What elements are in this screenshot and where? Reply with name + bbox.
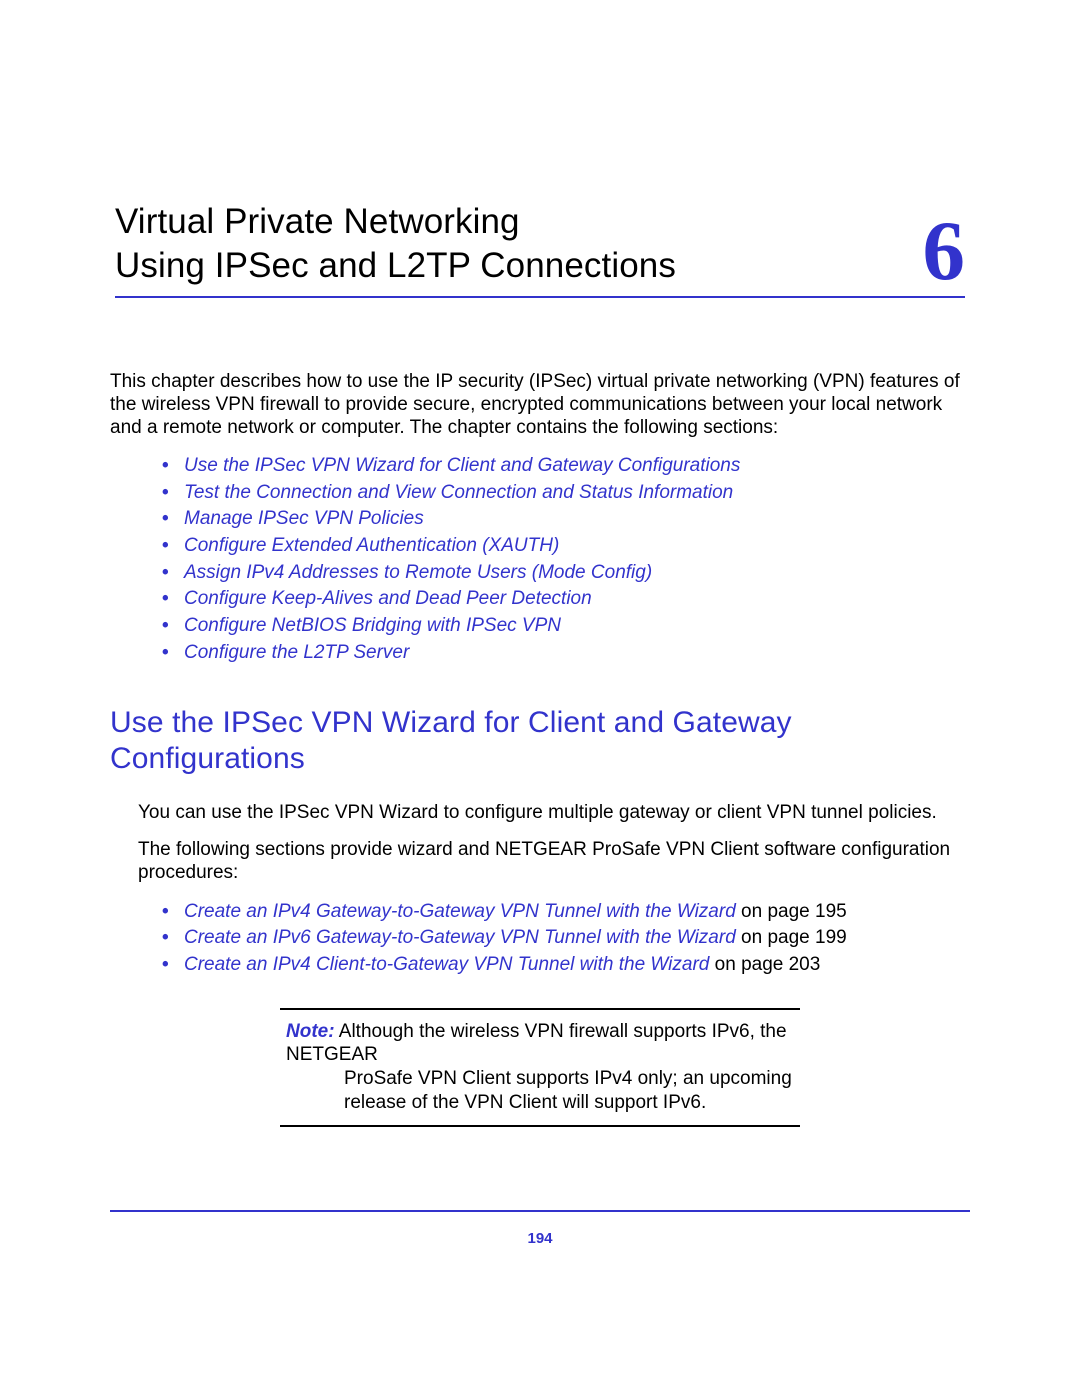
- toc-link[interactable]: Configure Keep-Alives and Dead Peer Dete…: [184, 588, 592, 609]
- wizard-link[interactable]: Create an IPv6 Gateway-to-Gateway VPN Tu…: [184, 927, 736, 948]
- body-region: This chapter describes how to use the IP…: [0, 370, 1080, 1127]
- section-paragraph-2: The following sections provide wizard an…: [138, 838, 970, 884]
- note-label: Note:: [286, 1021, 335, 1042]
- list-item: Configure Extended Authentication (XAUTH…: [162, 533, 970, 559]
- note-text-1: Although the wireless VPN firewall suppo…: [286, 1021, 787, 1066]
- section-heading: Use the IPSec VPN Wizard for Client and …: [110, 705, 970, 777]
- list-item: Create an IPv4 Client-to-Gateway VPN Tun…: [162, 952, 970, 978]
- page: Virtual Private Networking Using IPSec a…: [0, 0, 1080, 1397]
- note-first-line: Note: Although the wireless VPN firewall…: [286, 1020, 794, 1068]
- wizard-list: Create an IPv4 Gateway-to-Gateway VPN Tu…: [162, 899, 970, 978]
- chapter-title-text: Virtual Private Networking Using IPSec a…: [115, 200, 923, 288]
- page-ref: on page 195: [736, 901, 847, 922]
- note-text-rest: ProSafe VPN Client supports IPv4 only; a…: [344, 1067, 794, 1115]
- chapter-number: 6: [923, 215, 966, 287]
- chapter-header: Virtual Private Networking Using IPSec a…: [0, 0, 1080, 298]
- toc-link[interactable]: Configure Extended Authentication (XAUTH…: [184, 535, 559, 556]
- list-item: Configure the L2TP Server: [162, 640, 970, 666]
- toc-list: Use the IPSec VPN Wizard for Client and …: [162, 453, 970, 665]
- section-paragraph-1: You can use the IPSec VPN Wizard to conf…: [138, 801, 970, 824]
- list-item: Assign IPv4 Addresses to Remote Users (M…: [162, 560, 970, 586]
- list-item: Configure Keep-Alives and Dead Peer Dete…: [162, 586, 970, 612]
- list-item: Create an IPv6 Gateway-to-Gateway VPN Tu…: [162, 925, 970, 951]
- toc-link[interactable]: Use the IPSec VPN Wizard for Client and …: [184, 455, 740, 476]
- toc-link[interactable]: Configure NetBIOS Bridging with IPSec VP…: [184, 615, 561, 636]
- page-ref: on page 203: [709, 954, 820, 975]
- toc-link[interactable]: Manage IPSec VPN Policies: [184, 508, 424, 529]
- note-box: Note: Although the wireless VPN firewall…: [280, 1008, 800, 1127]
- chapter-title-line2: Using IPSec and L2TP Connections: [115, 244, 883, 288]
- list-item: Configure NetBIOS Bridging with IPSec VP…: [162, 613, 970, 639]
- toc-link[interactable]: Configure the L2TP Server: [184, 642, 409, 663]
- list-item: Test the Connection and View Connection …: [162, 480, 970, 506]
- list-item: Use the IPSec VPN Wizard for Client and …: [162, 453, 970, 479]
- chapter-title-line1: Virtual Private Networking: [115, 200, 883, 244]
- list-item: Manage IPSec VPN Policies: [162, 506, 970, 532]
- wizard-link[interactable]: Create an IPv4 Gateway-to-Gateway VPN Tu…: [184, 901, 736, 922]
- page-ref: on page 199: [736, 927, 847, 948]
- list-item: Create an IPv4 Gateway-to-Gateway VPN Tu…: [162, 899, 970, 925]
- toc-link[interactable]: Assign IPv4 Addresses to Remote Users (M…: [184, 562, 652, 583]
- toc-link[interactable]: Test the Connection and View Connection …: [184, 482, 733, 503]
- wizard-link[interactable]: Create an IPv4 Client-to-Gateway VPN Tun…: [184, 954, 709, 975]
- chapter-title-block: Virtual Private Networking Using IPSec a…: [115, 200, 965, 298]
- page-number: 194: [0, 1230, 1080, 1247]
- footer-rule: [110, 1210, 970, 1212]
- intro-paragraph: This chapter describes how to use the IP…: [110, 370, 970, 440]
